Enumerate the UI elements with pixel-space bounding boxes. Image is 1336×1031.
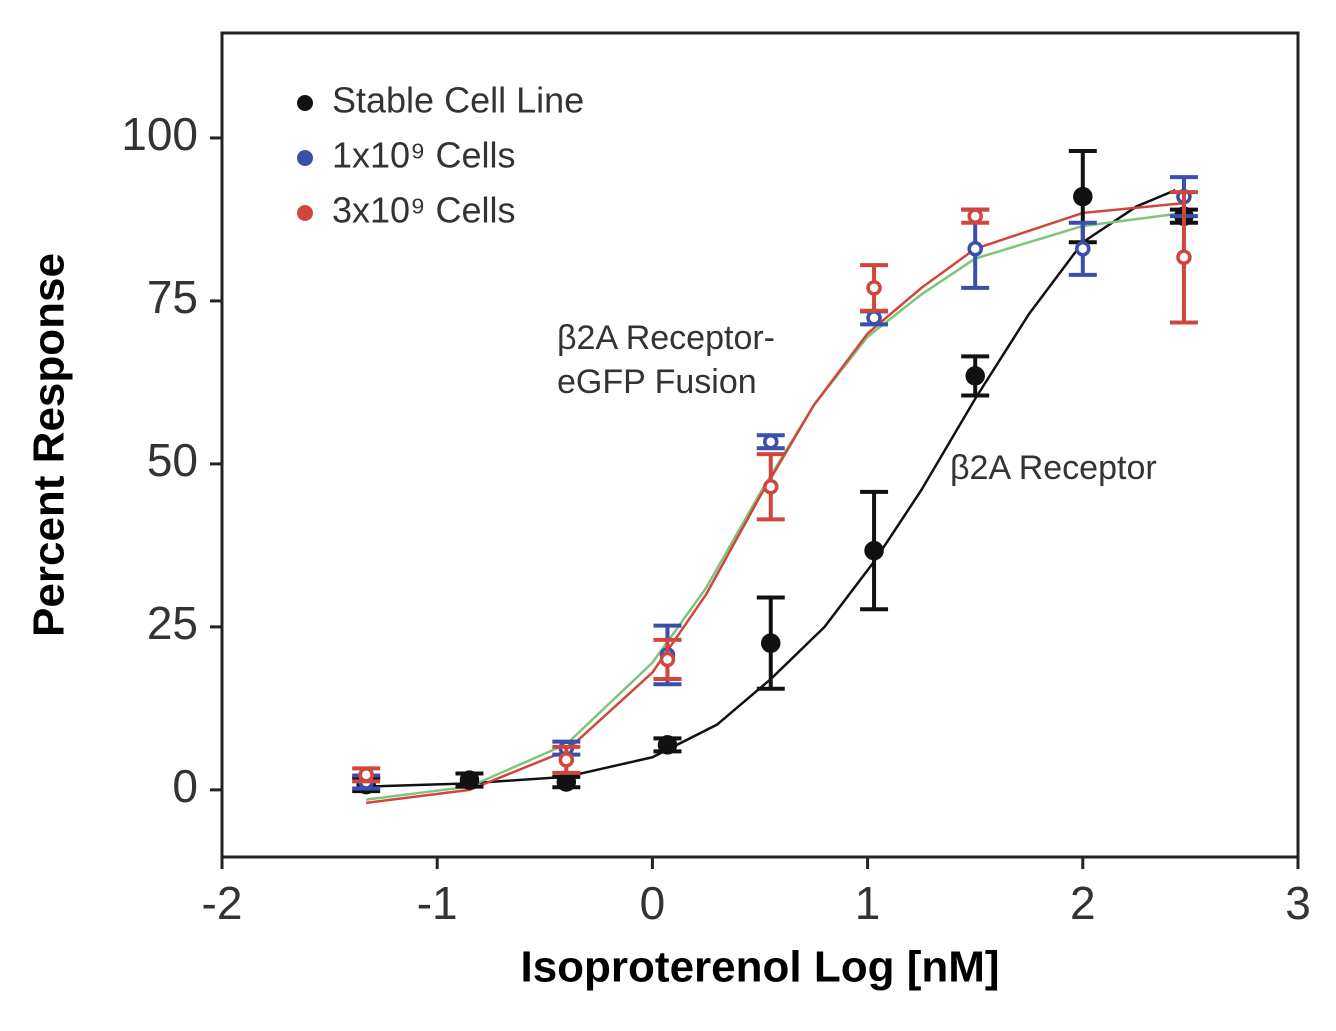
data-point	[1073, 186, 1093, 207]
annotation: β2A Receptor-	[557, 319, 775, 357]
annotation: β2A Receptor	[950, 449, 1157, 487]
data-point	[659, 651, 676, 668]
data-point	[558, 752, 575, 768]
x-tick-label: -1	[417, 877, 458, 929]
data-point	[556, 772, 577, 792]
x-tick-label: 1	[855, 877, 881, 929]
legend-marker	[297, 95, 313, 111]
y-tick-label: 25	[147, 597, 198, 649]
data-point	[967, 241, 983, 257]
data-point	[459, 770, 480, 790]
y-tick-label: 0	[172, 760, 198, 812]
y-tick-label: 100	[121, 108, 198, 160]
legend-label: 3x10⁹ Cells	[332, 190, 516, 231]
x-tick-label: 3	[1285, 877, 1311, 929]
fit-curve	[366, 201, 1185, 805]
data-point	[358, 767, 374, 783]
data-point	[657, 735, 678, 755]
legend-label: Stable Cell Line	[332, 80, 584, 121]
legend-label: 1x10⁹ Cells	[332, 135, 516, 176]
data-point	[1075, 241, 1091, 257]
fit-curve	[366, 211, 1185, 801]
y-tick-label: 75	[147, 271, 198, 323]
x-tick-label: 0	[640, 877, 666, 929]
y-tick-label: 50	[147, 434, 198, 486]
data-point	[761, 633, 781, 653]
x-tick-label: 2	[1070, 877, 1096, 929]
data-point	[866, 280, 882, 296]
y-axis-title: Percent Response	[25, 253, 74, 637]
data-point	[763, 478, 779, 495]
data-point	[864, 540, 884, 561]
annotation: eGFP Fusion	[557, 363, 757, 401]
x-axis-title: Isoproterenol Log [nM]	[520, 943, 999, 992]
x-tick-label: -2	[202, 877, 243, 929]
fit-curve	[366, 188, 1176, 788]
data-point	[1176, 249, 1192, 266]
plot-frame	[220, 31, 1300, 859]
data-point	[965, 366, 985, 386]
legend-marker	[297, 205, 313, 221]
data-point	[967, 208, 983, 224]
legend-marker	[297, 150, 313, 166]
data-point	[866, 310, 882, 326]
data-point	[763, 433, 779, 450]
